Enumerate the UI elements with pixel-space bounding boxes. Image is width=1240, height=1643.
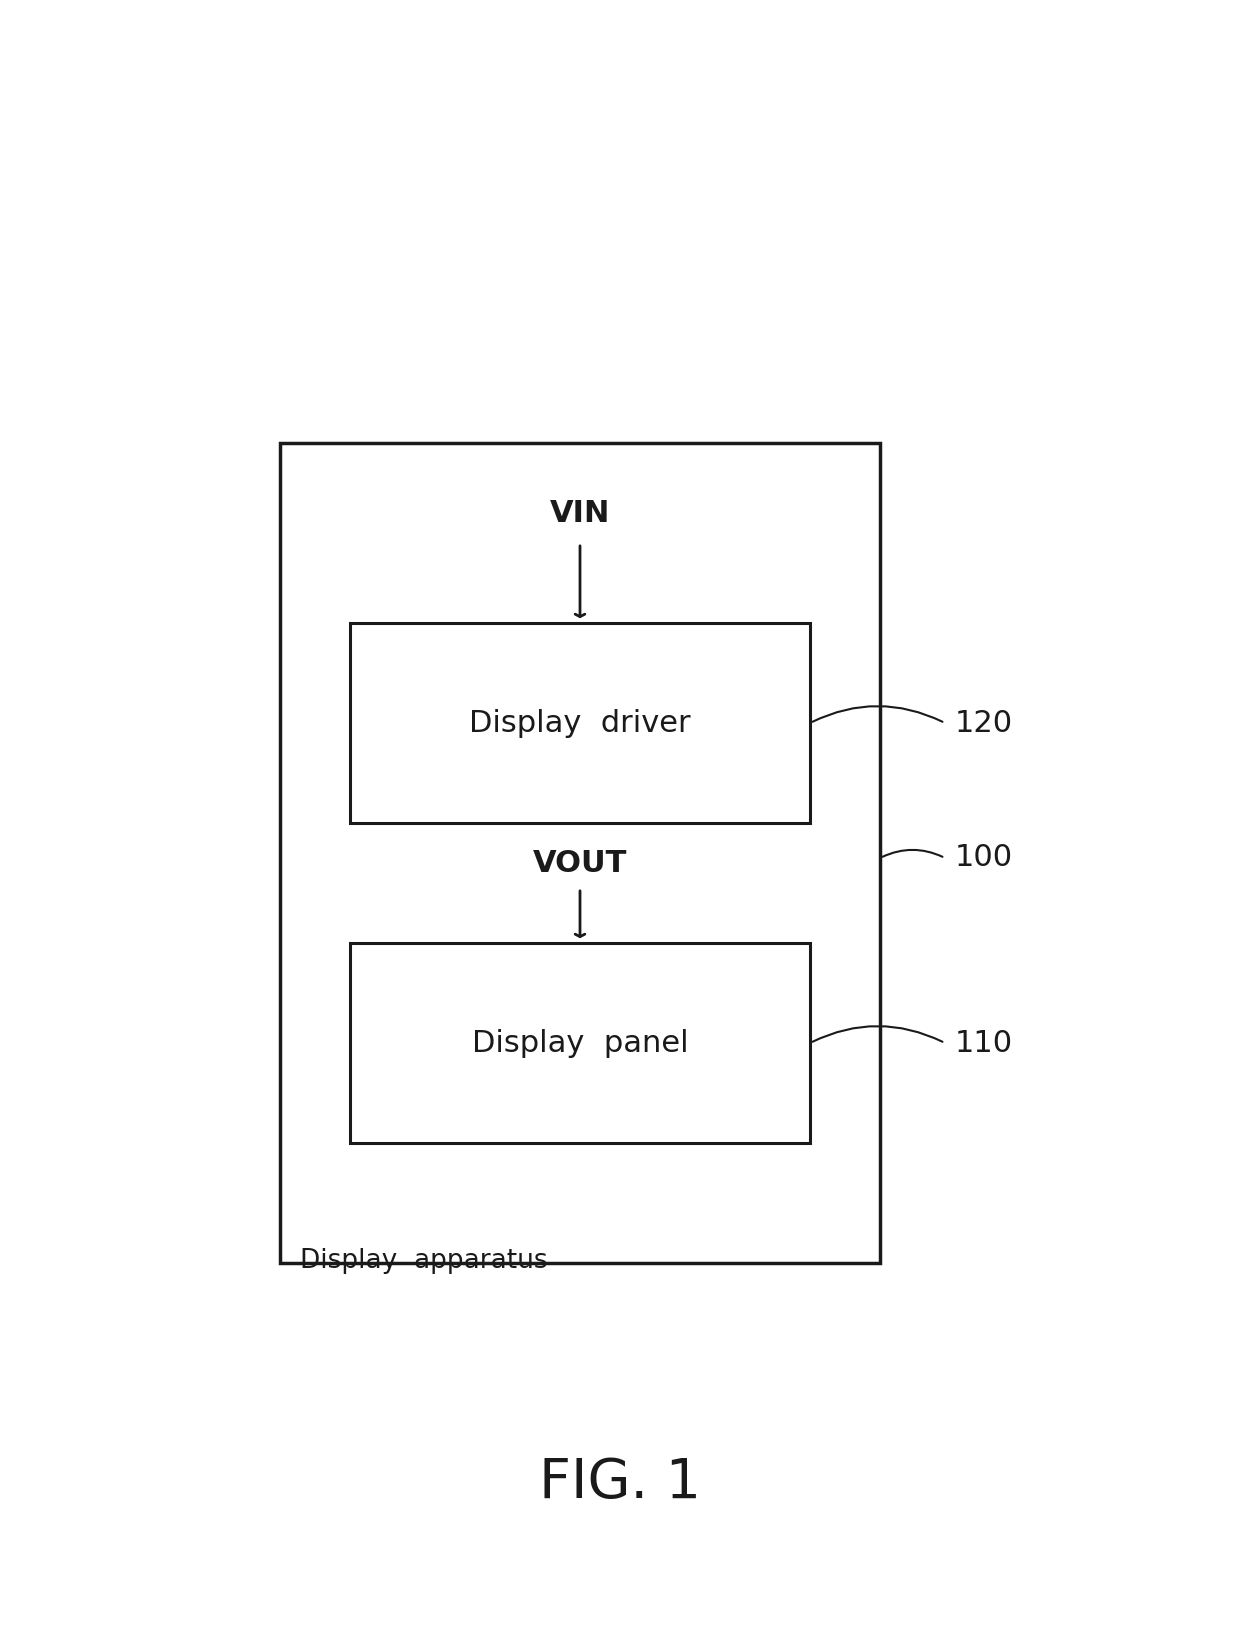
Text: FIG. 1: FIG. 1 (539, 1456, 701, 1510)
Text: Display  apparatus: Display apparatus (300, 1249, 548, 1273)
Bar (350, 623, 810, 823)
Bar (280, 444, 880, 1263)
Text: Display  driver: Display driver (469, 708, 691, 738)
Bar (350, 943, 810, 1144)
Text: 100: 100 (955, 843, 1013, 872)
Text: Display  panel: Display panel (471, 1029, 688, 1058)
Text: 120: 120 (955, 708, 1013, 738)
Text: VIN: VIN (549, 498, 610, 527)
Text: VOUT: VOUT (533, 848, 627, 877)
Text: 110: 110 (955, 1029, 1013, 1058)
